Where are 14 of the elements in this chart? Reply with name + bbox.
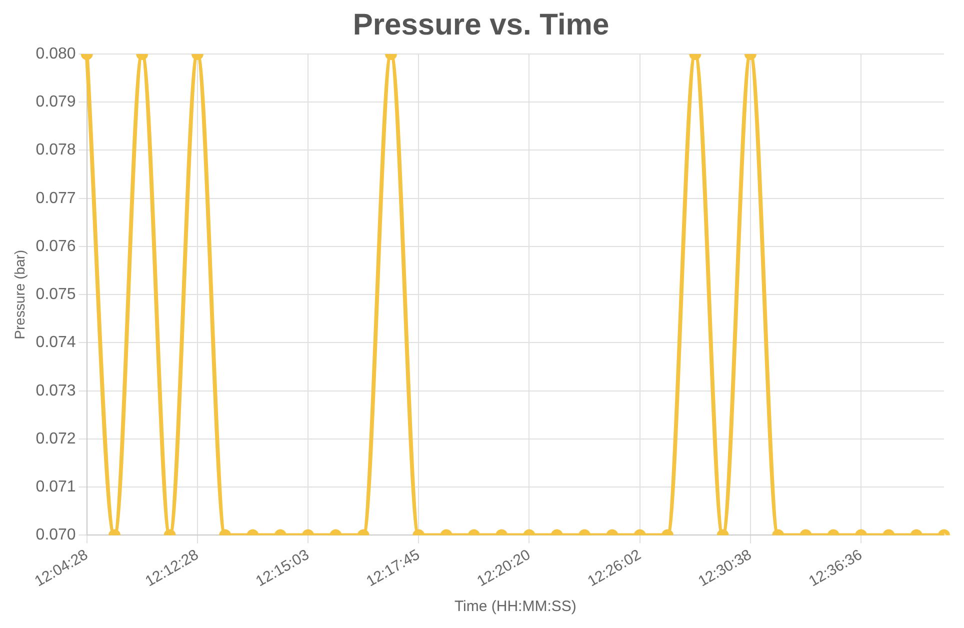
y-tick-label: 0.077: [36, 190, 76, 207]
y-tick-label: 0.073: [36, 382, 76, 400]
y-tick-label: 0.078: [36, 142, 76, 159]
y-tick-label: 0.075: [36, 286, 76, 304]
chart-title: Pressure vs. Time: [352, 8, 610, 42]
y-tick-label: 0.080: [36, 45, 76, 62]
y-tick-label: 0.079: [36, 94, 76, 111]
y-tick-label: 0.074: [36, 334, 76, 352]
y-tick-label: 0.076: [36, 238, 76, 255]
y-tick-label: 0.070: [36, 526, 76, 544]
x-axis-title: Time (HH:MM:SS): [454, 598, 576, 616]
y-tick-label: 0.071: [36, 478, 76, 496]
y-tick-label: 0.072: [36, 430, 76, 448]
y-axis-title: Pressure (bar): [11, 250, 28, 340]
